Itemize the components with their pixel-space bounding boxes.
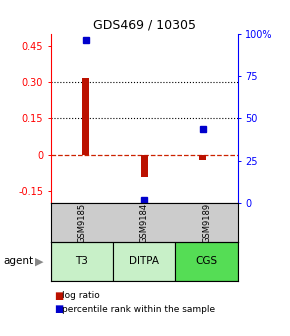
Text: CGS: CGS: [195, 256, 218, 266]
Text: ■: ■: [54, 291, 63, 301]
Bar: [141, 155, 148, 177]
Bar: [113, 242, 175, 281]
Text: GSM9185: GSM9185: [77, 203, 86, 243]
Text: GSM9184: GSM9184: [140, 203, 149, 243]
Text: T3: T3: [75, 256, 88, 266]
Text: ▶: ▶: [35, 256, 44, 266]
Text: percentile rank within the sample: percentile rank within the sample: [62, 305, 215, 313]
Title: GDS469 / 10305: GDS469 / 10305: [93, 18, 196, 31]
Bar: [51, 242, 113, 281]
Bar: [199, 155, 206, 160]
Text: GSM9189: GSM9189: [202, 203, 211, 243]
Text: agent: agent: [3, 256, 33, 266]
Text: ■: ■: [54, 304, 63, 314]
Bar: [82, 78, 89, 155]
Text: DITPA: DITPA: [129, 256, 159, 266]
Text: log ratio: log ratio: [62, 291, 100, 300]
Bar: [175, 242, 238, 281]
